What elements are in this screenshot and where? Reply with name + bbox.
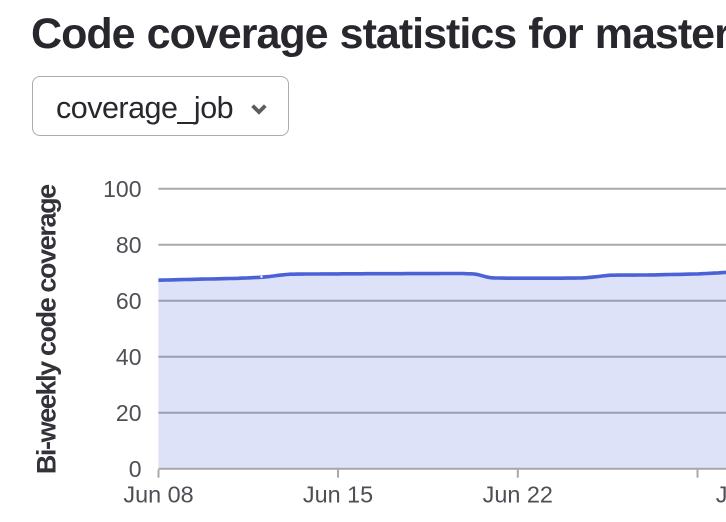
svg-text:0: 0 <box>129 456 142 482</box>
svg-text:Bi-weekly code coverage: Bi-weekly code coverage <box>32 184 62 474</box>
svg-text:60: 60 <box>116 288 142 314</box>
svg-text:Jul 01: Jul 01 <box>716 481 726 507</box>
svg-text:Jun 15: Jun 15 <box>303 481 373 507</box>
svg-text:Jun 22: Jun 22 <box>483 481 553 507</box>
svg-text:40: 40 <box>116 344 142 370</box>
svg-text:Jun 08: Jun 08 <box>123 481 193 507</box>
svg-text:100: 100 <box>103 176 141 202</box>
svg-text:coverage_job: coverage_job <box>56 91 233 125</box>
svg-text:20: 20 <box>116 400 142 426</box>
svg-text:80: 80 <box>116 232 142 258</box>
